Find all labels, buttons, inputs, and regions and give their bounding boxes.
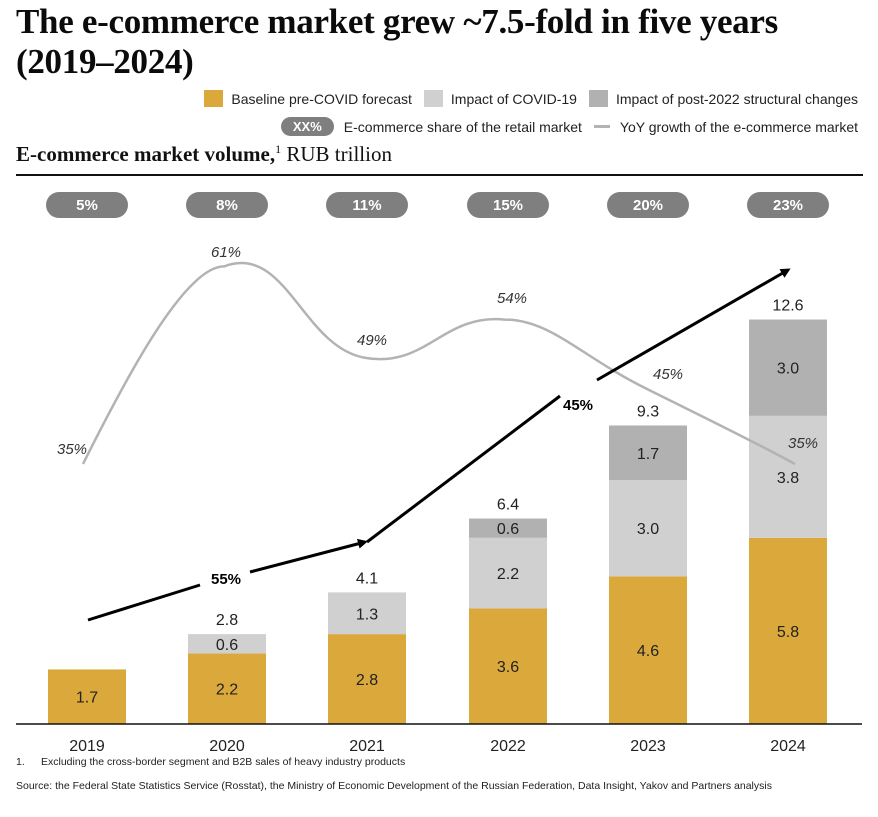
footnote-marker: 1 bbox=[275, 142, 282, 156]
x-tick-label: 2022 bbox=[490, 738, 526, 755]
retail-share-label: 11% bbox=[352, 197, 381, 214]
bar-segment-post2022 bbox=[609, 425, 687, 481]
bar-segment-label: 5.8 bbox=[777, 624, 799, 641]
bar-segment-label: 3.0 bbox=[637, 521, 659, 538]
yoy-growth-label: 35% bbox=[57, 441, 87, 458]
bar-total-label: 2.8 bbox=[216, 612, 238, 629]
bar-total-label: 4.1 bbox=[356, 570, 378, 587]
retail-share-label: 8% bbox=[216, 197, 238, 214]
cagr-label-2: 45% bbox=[563, 397, 593, 414]
retail-share-pill bbox=[186, 192, 268, 218]
retail-share-pill bbox=[467, 192, 549, 218]
legend-label-baseline: Baseline pre-COVID forecast bbox=[231, 90, 412, 107]
bar-segment-baseline bbox=[188, 653, 266, 724]
header-rule bbox=[16, 174, 863, 176]
x-tick-label: 2019 bbox=[69, 738, 105, 755]
legend-series: Baseline pre-COVID forecast Impact of CO… bbox=[192, 90, 858, 107]
retail-share-pill bbox=[607, 192, 689, 218]
bar-total-label: 9.3 bbox=[637, 403, 659, 420]
legend-label-yoy: YoY growth of the e-commerce market bbox=[619, 118, 858, 135]
bar-total-label: 12.6 bbox=[772, 298, 803, 315]
legend-pill-share: XX% bbox=[280, 117, 334, 136]
cagr-arrow-2-segment bbox=[366, 394, 561, 544]
subtitle-bold: E-commerce market volume, bbox=[16, 142, 276, 166]
x-tick-label: 2023 bbox=[630, 738, 666, 755]
bar-segment-label: 1.7 bbox=[637, 446, 659, 463]
cagr-arrow-1-head bbox=[249, 538, 368, 574]
bar-segment-covid bbox=[328, 592, 406, 635]
bar-segment-label: 3.0 bbox=[777, 361, 799, 378]
cagr-arrow-1-segment bbox=[87, 583, 201, 622]
cagr-arrow-2-head bbox=[596, 268, 791, 382]
yoy-growth-line bbox=[81, 261, 796, 466]
retail-share-label: 5% bbox=[76, 197, 98, 214]
bar-segment-label: 2.2 bbox=[497, 566, 519, 583]
bar-segment-label: 0.6 bbox=[216, 637, 238, 654]
bar-total-label: 6.4 bbox=[497, 497, 519, 514]
bar-segment-label: 2.8 bbox=[356, 672, 378, 689]
source-note: Source: the Federal State Statistics Ser… bbox=[16, 780, 772, 792]
legend-label-post2022: Impact of post-2022 structural changes bbox=[615, 90, 858, 107]
legend-swatch-baseline bbox=[204, 90, 224, 107]
yoy-growth-label: 49% bbox=[357, 332, 387, 349]
yoy-growth-label: 54% bbox=[497, 290, 527, 307]
bar-segment-label: 3.8 bbox=[777, 470, 799, 487]
bar-segment-covid bbox=[188, 634, 266, 654]
chart-title: The e-commerce market grew ~7.5-fold in … bbox=[16, 2, 778, 81]
legend-label-share: E-commerce share of the retail market bbox=[343, 118, 582, 135]
legend-item-post2022: Impact of post-2022 structural changes bbox=[588, 90, 858, 107]
chart-subtitle: E-commerce market volume,1 RUB trillion bbox=[16, 142, 392, 167]
bar-segment-covid bbox=[609, 480, 687, 577]
x-tick-label: 2021 bbox=[349, 738, 385, 755]
bar-segment-label: 2.2 bbox=[216, 682, 238, 699]
bar-segment-post2022 bbox=[749, 319, 827, 416]
footnote-text: Excluding the cross-border segment and B… bbox=[41, 756, 406, 768]
bar-segment-baseline bbox=[48, 669, 126, 724]
retail-share-pill bbox=[326, 192, 408, 218]
footnote-number: 1. bbox=[16, 756, 25, 768]
bar-segment-label: 1.3 bbox=[356, 606, 378, 623]
retail-share-label: 15% bbox=[493, 197, 523, 214]
footnote: 1. Excluding the cross-border segment and… bbox=[16, 756, 405, 768]
legend-indicators: XX% E-commerce share of the retail marke… bbox=[269, 117, 858, 136]
yoy-growth-label: 45% bbox=[653, 366, 683, 383]
bar-segment-label: 3.6 bbox=[497, 659, 519, 676]
cagr-label-1: 55% bbox=[211, 571, 241, 588]
yoy-growth-label: 61% bbox=[211, 244, 241, 261]
legend-item-yoy: YoY growth of the e-commerce market bbox=[593, 118, 858, 135]
legend-swatch-post2022 bbox=[588, 90, 608, 107]
bar-segment-baseline bbox=[328, 634, 406, 724]
bar-segment-label: 1.7 bbox=[76, 690, 98, 707]
legend-swatch-covid bbox=[423, 90, 443, 107]
chart-area: 5% 8% 11% 15% 20% 23% 1.7 2019 2.2 0.6 2.8 2020 2.8 1… bbox=[16, 192, 862, 755]
bar-segment-baseline bbox=[609, 576, 687, 724]
yoy-growth-label: 35% bbox=[788, 435, 818, 452]
legend-line-yoy bbox=[593, 125, 610, 128]
retail-share-pill bbox=[747, 192, 829, 218]
x-tick-label: 2024 bbox=[770, 738, 806, 755]
bar-segment-baseline bbox=[749, 537, 827, 724]
retail-share-label: 23% bbox=[773, 197, 803, 214]
legend-item-share: XX% E-commerce share of the retail marke… bbox=[280, 117, 582, 136]
bar-segment-covid bbox=[749, 415, 827, 538]
legend-item-covid: Impact of COVID-19 bbox=[423, 90, 577, 107]
x-tick-label: 2020 bbox=[209, 738, 245, 755]
legend-item-baseline: Baseline pre-COVID forecast bbox=[204, 90, 412, 107]
retail-share-label: 20% bbox=[633, 197, 663, 214]
subtitle-unit: RUB trillion bbox=[286, 142, 392, 166]
bar-segment-label: 0.6 bbox=[497, 521, 519, 538]
bar-segment-covid bbox=[469, 537, 547, 609]
bar-segment-label: 4.6 bbox=[637, 643, 659, 660]
bar-segment-baseline bbox=[469, 608, 547, 724]
legend-label-covid: Impact of COVID-19 bbox=[450, 90, 577, 107]
retail-share-pill bbox=[46, 192, 128, 218]
bar-segment-post2022 bbox=[469, 518, 547, 538]
